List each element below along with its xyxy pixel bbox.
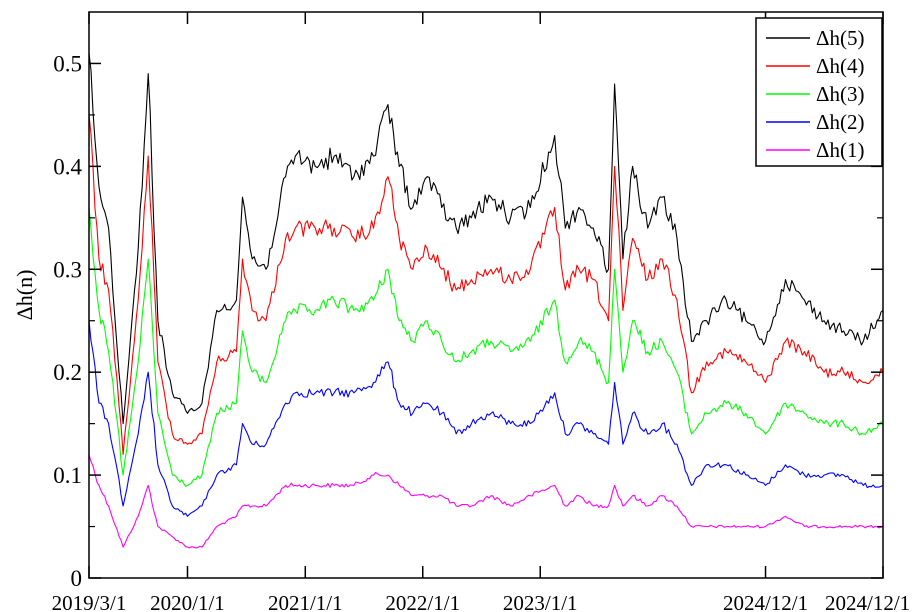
y-tick-label: 0.3: [53, 257, 82, 282]
x-tick-label: 2024/12/1: [825, 591, 910, 612]
legend-label: Δh(1): [816, 138, 865, 162]
x-tick-label: 2022/1/1: [385, 591, 460, 612]
legend-label: Δh(4): [816, 54, 865, 78]
x-tick-label: 2021/1/1: [268, 591, 343, 612]
x-tick-label: 2024/12/1: [723, 591, 808, 612]
legend-label: Δh(5): [816, 26, 865, 50]
x-tick-label: 2020/1/1: [150, 591, 225, 612]
y-tick-label: 0.5: [53, 51, 82, 76]
legend-box: [755, 17, 883, 167]
series-line-5: [89, 454, 883, 549]
series-line-3: [89, 207, 883, 487]
x-axis: 2019/3/1 2020/1/1 2021/1/1 2022/1/1 2023/1/1…: [52, 12, 910, 612]
legend-label: Δh(3): [816, 82, 865, 106]
series-line-2: [89, 114, 883, 456]
legend-label: Δh(2): [816, 110, 865, 134]
y-tick-label: 0.1: [53, 463, 82, 488]
y-tick-label: 0.2: [53, 360, 82, 385]
series-layer: [89, 53, 883, 549]
series-line-4: [89, 320, 883, 517]
y-tick-label: 0: [71, 566, 83, 591]
x-tick-label: 2019/3/1: [52, 591, 127, 612]
y-axis-label: Δh(n): [12, 270, 37, 321]
x-tick-label: 2023/1/1: [503, 591, 578, 612]
series-line-1: [89, 53, 883, 425]
legend: Δh(5) Δh(4) Δh(3) Δh(2) Δh(1): [755, 17, 883, 167]
plot-frame: [88, 11, 884, 579]
y-tick-label: 0.4: [53, 154, 82, 179]
y-axis: 0 0.1 0.2 0.3 0.4 0.5: [53, 51, 883, 591]
